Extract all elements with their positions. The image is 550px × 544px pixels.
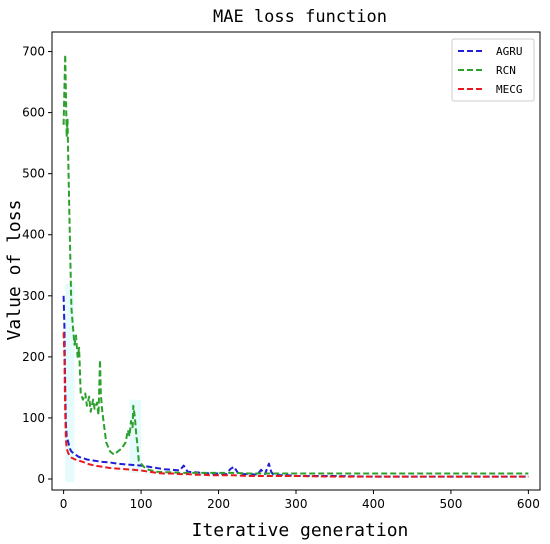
x-tick-label: 300 [285, 497, 308, 511]
x-tick-label: 200 [207, 497, 230, 511]
legend-label: AGRU [496, 45, 523, 58]
x-tick-label: 100 [130, 497, 153, 511]
y-tick-label: 400 [22, 228, 45, 242]
legend: AGRU RCN MECG [451, 38, 535, 102]
legend-box [451, 38, 535, 102]
legend-label: RCN [496, 64, 516, 77]
series-line-rcn [62, 53, 529, 475]
x-tick-label: 400 [362, 497, 385, 511]
x-tick-label: 600 [517, 497, 540, 511]
series-layer [62, 53, 529, 478]
y-axis-label: Value of loss [4, 200, 25, 341]
y-tick-label: 100 [22, 411, 45, 425]
chart-title: MAE loss function [213, 7, 387, 27]
plot-area [65, 283, 142, 483]
y-tick-label: 600 [22, 106, 45, 120]
axes: 0 100 200 300 400 500 600 0 100 200 300 400 500 600 70… [22, 31, 541, 511]
x-tick-label: 500 [439, 497, 462, 511]
series-line-mecg [62, 332, 529, 478]
x-tick-label: 0 [60, 497, 68, 511]
x-axis-label: Iterative generation [192, 520, 409, 541]
y-tick-label: 700 [22, 45, 45, 59]
y-tick-label: 200 [22, 350, 45, 364]
legend-label: MECG [496, 83, 523, 96]
y-tick-label: 0 [37, 472, 45, 486]
y-tick-label: 300 [22, 289, 45, 303]
shade-band [65, 283, 75, 483]
shade-band [129, 399, 142, 473]
y-tick-label: 500 [22, 167, 45, 181]
